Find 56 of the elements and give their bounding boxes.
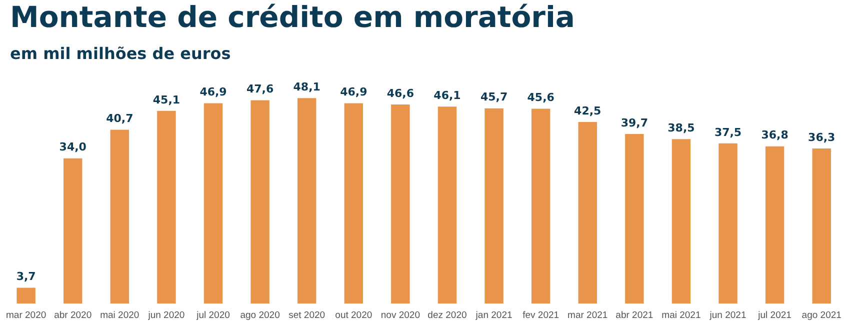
chart-subtitle: em mil milhões de euros [10, 44, 231, 63]
data-label: 45,7 [480, 90, 508, 104]
x-tick-label: mai 2020 [100, 310, 140, 321]
data-label: 45,6 [527, 91, 555, 104]
data-label: 45,1 [152, 93, 180, 106]
x-tick-label: ago 2021 [802, 310, 842, 321]
bar [391, 104, 410, 304]
x-tick-label: set 2020 [288, 310, 326, 321]
data-label: 46,9 [340, 86, 368, 99]
bar [438, 106, 457, 304]
x-tick-label: abr 2021 [616, 310, 654, 321]
data-label: 42,5 [574, 104, 602, 118]
bar [250, 100, 270, 304]
data-label: 46,1 [434, 89, 461, 102]
data-label: 48,1 [293, 80, 320, 94]
x-tick-label: jul 2020 [196, 310, 230, 321]
x-tick-label: mar 2021 [568, 310, 608, 321]
data-label: 40,7 [106, 112, 134, 126]
x-tick-label: ago 2020 [240, 310, 280, 321]
data-label: 36,3 [808, 130, 836, 144]
bar [64, 158, 82, 304]
x-tick-label: mar 2020 [6, 310, 46, 321]
data-label: 36,8 [761, 128, 788, 142]
data-label: 47,6 [246, 82, 274, 96]
x-tick-label: jul 2021 [757, 310, 792, 321]
x-tick-label: out 2020 [335, 310, 372, 321]
data-label: 37,5 [714, 126, 742, 139]
data-label: 38,5 [668, 121, 695, 134]
bar [16, 288, 36, 304]
chart-title: Montante de crédito em moratória [10, 0, 575, 34]
bar [484, 108, 504, 304]
bar [765, 146, 784, 304]
bar [578, 122, 597, 304]
data-label: 39,7 [620, 116, 648, 130]
bar [344, 103, 363, 304]
x-tick-label: fev 2021 [522, 310, 560, 321]
x-tick-label: mai 2021 [662, 310, 701, 321]
bar [812, 148, 831, 304]
bar [157, 110, 176, 304]
bar [718, 143, 738, 304]
data-label: 3,7 [16, 270, 36, 284]
bar [672, 139, 691, 304]
bar [110, 130, 130, 304]
data-label: 46,9 [200, 86, 227, 99]
bar [531, 108, 550, 304]
x-tick-label: jan 2021 [474, 310, 512, 321]
bar [625, 134, 644, 304]
x-tick-label: nov 2020 [380, 310, 420, 321]
data-label: 34,0 [59, 140, 87, 154]
bar [297, 98, 316, 304]
bar [204, 103, 223, 304]
data-label: 46,6 [386, 86, 414, 100]
x-tick-label: dez 2020 [428, 310, 467, 321]
x-tick-label: jun 2021 [708, 310, 746, 321]
x-tick-label: abr 2020 [54, 310, 92, 321]
x-tick-label: jun 2020 [147, 310, 185, 321]
